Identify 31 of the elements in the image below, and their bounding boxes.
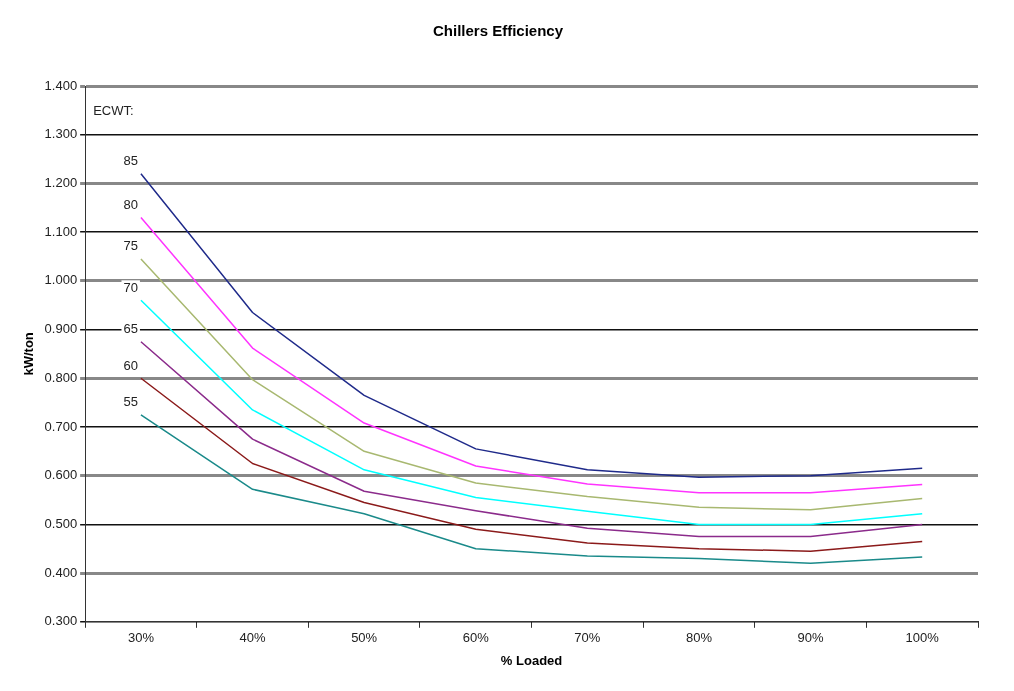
y-tick-label: 0.900	[44, 321, 78, 337]
y-tick-label: 0.400	[44, 564, 78, 580]
y-axis-title: kW/ton	[21, 332, 37, 376]
y-tick-label: 0.800	[44, 369, 78, 385]
x-tick-label: 80%	[685, 630, 713, 646]
series-label: 60	[123, 357, 138, 373]
annotation: ECWT:	[93, 102, 134, 118]
series-label: 85	[123, 153, 138, 169]
y-tick-label: 1.100	[44, 223, 78, 239]
x-tick-label: 100%	[905, 630, 940, 646]
x-axis-title: % Loaded	[500, 652, 563, 668]
chart-title: Chillers Efficiency	[432, 22, 564, 40]
x-tick-label: 40%	[239, 630, 266, 646]
series-label: 65	[123, 321, 138, 337]
series-label: 80	[123, 197, 138, 213]
y-tick-label: 0.700	[44, 418, 78, 434]
series-label: 75	[123, 238, 138, 254]
x-tick-label: 50%	[351, 630, 378, 646]
y-tick-label: 0.300	[44, 613, 78, 629]
series-label: 55	[123, 394, 138, 410]
x-tick-label: 90%	[797, 630, 825, 646]
y-tick-label: 0.500	[44, 515, 78, 531]
y-tick-label: 0.600	[44, 467, 78, 483]
series-label: 70	[123, 279, 138, 295]
x-tick-label: 70%	[574, 630, 601, 646]
y-tick-label: 1.000	[44, 272, 78, 288]
x-tick-label: 60%	[462, 630, 490, 646]
y-tick-label: 1.300	[44, 126, 78, 142]
y-tick-label: 1.400	[44, 77, 78, 93]
x-tick-label: 30%	[127, 630, 155, 646]
y-tick-label: 1.200	[44, 175, 78, 190]
